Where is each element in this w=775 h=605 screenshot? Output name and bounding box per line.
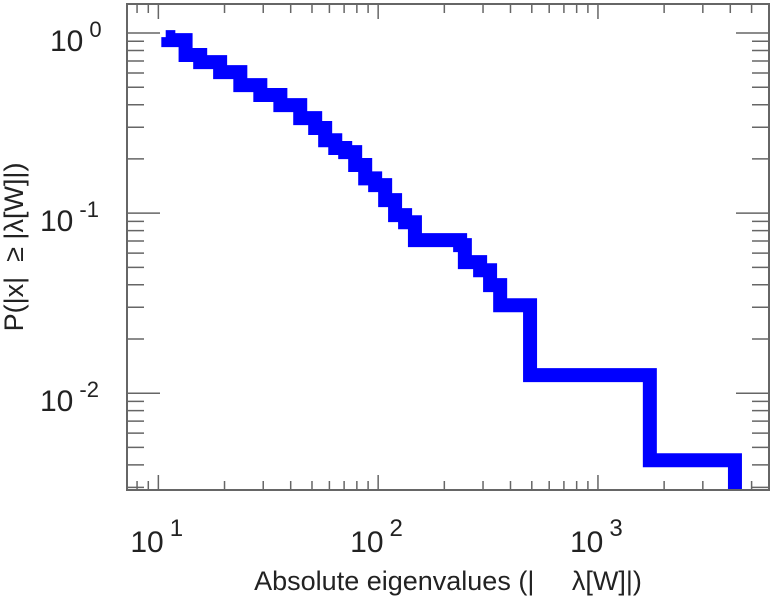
y-axis-label: P(|x| ≥ |λ[W]|) — [0, 163, 29, 332]
x-tick-labels: 10 1 10 2 10 3 — [130, 515, 622, 559]
x-tick-label: 10 3 — [570, 515, 623, 559]
x-axis-label: Absolute eigenvalues (| λ[W]|) — [254, 566, 642, 596]
plot-frame — [126, 3, 770, 491]
axis-ticks — [127, 4, 770, 490]
y-tick-label: 10 -1 — [40, 197, 99, 238]
y-tick-label: 10 0 — [50, 17, 102, 58]
series-line-ccdf — [161, 30, 742, 490]
y-tick-label: 10 -2 — [40, 377, 99, 418]
x-tick-label: 10 1 — [130, 515, 183, 559]
x-tick-label: 10 2 — [350, 515, 403, 559]
